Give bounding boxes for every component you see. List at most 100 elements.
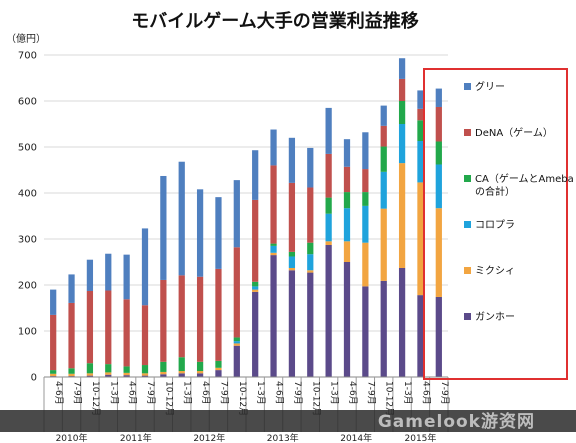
year-label: 2010年	[56, 432, 88, 443]
bar-segment	[362, 169, 369, 193]
bar-segment	[86, 290, 94, 364]
bar-segment	[160, 371, 167, 375]
bar-segment	[435, 208, 442, 297]
legend-swatch	[464, 313, 471, 320]
x-tick-label: 10-12月	[310, 381, 321, 416]
y-tick-label: 600	[18, 97, 37, 108]
bar-segment	[380, 146, 387, 172]
chart-title: モバイルゲーム大手の営業利益推移	[131, 10, 418, 32]
bar-segment	[380, 105, 387, 126]
x-tick-label: 7-9月	[72, 381, 83, 405]
bar-segment	[160, 361, 167, 372]
bar-segment	[417, 90, 424, 109]
legend-swatch	[464, 83, 471, 90]
year-label: 2015年	[405, 432, 437, 443]
bar-segment	[252, 286, 259, 290]
bar-segment	[123, 254, 130, 300]
watermark: Gamelook游资网	[378, 411, 535, 432]
bar-segment	[417, 182, 424, 296]
legend-label: ガンホー	[475, 311, 515, 323]
bar-segment	[86, 259, 94, 291]
x-tick-label: 4-6月	[200, 381, 211, 405]
legend-swatch	[464, 129, 471, 136]
y-tick-label: 300	[18, 235, 37, 246]
x-tick-label: 7-9月	[439, 381, 450, 405]
bar-segment	[288, 270, 296, 377]
bar-segment	[398, 78, 406, 101]
bars	[50, 58, 442, 377]
bar-segment	[123, 375, 130, 377]
bar-segment	[160, 175, 167, 280]
bar-segment	[270, 129, 277, 166]
x-tick-label: 10-12月	[237, 381, 248, 416]
x-tick-label: 4-6月	[127, 381, 138, 405]
bar-segment	[196, 276, 204, 362]
bar-segment	[50, 314, 57, 371]
bar-segment	[325, 197, 332, 214]
bar-segment	[178, 357, 185, 372]
bar-segment	[270, 255, 277, 377]
bar-segment	[325, 244, 332, 377]
bar-segment	[68, 368, 75, 374]
bar-segment	[307, 272, 314, 377]
x-tick-label: 10-12月	[163, 381, 174, 416]
bar-segment	[435, 296, 442, 377]
bar-segment	[325, 153, 332, 198]
bar-segment	[325, 241, 332, 245]
bar-segment	[435, 164, 442, 209]
bar-segment	[141, 365, 149, 374]
bar-segment	[233, 247, 240, 338]
bar-segment	[307, 270, 314, 273]
x-tick-label: 7-9月	[218, 381, 229, 405]
x-tick-label: 1-3月	[402, 381, 413, 405]
gridlines	[44, 54, 448, 378]
bar-segment	[343, 166, 351, 193]
year-label: 2014年	[340, 432, 372, 443]
legend-swatch	[464, 267, 471, 274]
y-tick-label: 100	[18, 327, 37, 338]
x-tick-label: 1-3月	[108, 381, 119, 405]
legend-label: DeNA（ゲーム）	[475, 127, 553, 139]
bar-segment	[307, 254, 314, 271]
bar-segment	[307, 242, 314, 255]
bar-segment	[398, 124, 406, 164]
bar-segment	[233, 337, 240, 342]
legend-label: ミクシィ	[475, 265, 515, 277]
bar-segment	[68, 302, 75, 369]
bar-segment	[288, 182, 296, 252]
year-labels: 2010年 2011年 2012年 2013年 2014年 2015年	[56, 432, 437, 443]
bar-segment	[196, 361, 204, 372]
y-unit-label: （億円）	[6, 32, 46, 45]
bar-segment	[288, 256, 296, 268]
y-tick-label: 200	[18, 281, 37, 292]
bar-segment	[380, 208, 387, 281]
bar-segment	[233, 180, 240, 248]
bar-segment	[380, 171, 387, 209]
bar-segment	[123, 366, 130, 373]
bar-segment	[362, 132, 369, 170]
bar-segment	[270, 243, 277, 246]
legend-swatch	[464, 221, 471, 228]
bar-segment	[233, 343, 240, 346]
bar-segment	[105, 372, 112, 375]
bar-segment	[362, 192, 369, 206]
bar-segment	[325, 213, 332, 242]
bar-segment	[252, 281, 259, 287]
bar-segment	[252, 199, 259, 282]
legend-swatch	[464, 175, 471, 182]
bar-segment	[215, 197, 222, 269]
bar-segment	[380, 280, 387, 377]
legend-label: の合計）	[475, 185, 515, 198]
y-tick-label: 400	[18, 189, 37, 200]
x-tick-label: 7-9月	[365, 381, 376, 405]
bar-segment	[343, 139, 351, 167]
year-label: 2011年	[120, 432, 152, 443]
bar-segment	[380, 125, 387, 147]
bar-segment	[50, 289, 57, 315]
bar-segment	[160, 374, 167, 377]
legend-frame	[423, 68, 568, 380]
bar-segment	[307, 147, 314, 188]
x-tick-label: 10-12月	[384, 381, 395, 416]
bar-segment	[252, 289, 259, 292]
